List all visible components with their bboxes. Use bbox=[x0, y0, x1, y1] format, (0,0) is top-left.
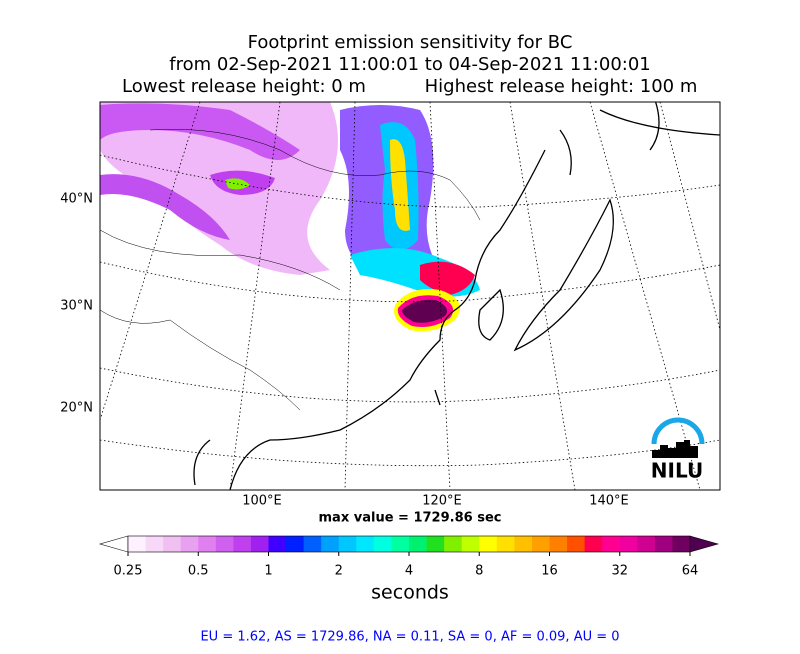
colorbar-swatch bbox=[145, 536, 164, 552]
colorbar-swatch bbox=[198, 536, 217, 552]
colorbar-tick-label: 1 bbox=[264, 564, 272, 579]
colorbar-tick-label: 0.5 bbox=[188, 564, 209, 579]
colorbar-tick-label: 2 bbox=[335, 564, 343, 579]
colorbar-under bbox=[98, 535, 129, 553]
colorbar-tick-label: 16 bbox=[541, 564, 558, 579]
colorbar-swatch bbox=[409, 536, 428, 552]
title: from 02-Sep-2021 11:00:01 to 04-Sep-2021… bbox=[169, 54, 651, 75]
colorbar-swatch bbox=[514, 536, 533, 552]
colorbar-swatch bbox=[303, 536, 322, 552]
colorbar-swatch bbox=[250, 536, 269, 552]
colorbar-swatch bbox=[338, 536, 357, 552]
colorbar-swatch bbox=[163, 536, 182, 552]
colorbar-swatch bbox=[391, 536, 410, 552]
colorbar-swatch bbox=[426, 536, 445, 552]
colorbar-over bbox=[689, 535, 720, 553]
lon-label: 140°E bbox=[589, 494, 629, 509]
colorbar-tick-label: 0.25 bbox=[114, 564, 143, 579]
map-frame bbox=[99, 101, 721, 491]
colorbar-swatch bbox=[268, 536, 287, 552]
colorbar-swatch bbox=[619, 536, 638, 552]
colorbar-swatch bbox=[233, 536, 252, 552]
colorbar-tick-label: 32 bbox=[611, 564, 628, 579]
map bbox=[100, 102, 720, 490]
colorbar-swatch bbox=[531, 536, 550, 552]
colorbar-swatch bbox=[215, 536, 234, 552]
colorbar-swatch bbox=[496, 536, 515, 552]
colorbar-swatch bbox=[128, 536, 147, 552]
max-value: max value = 1729.86 sec bbox=[319, 511, 502, 526]
colorbar-swatch bbox=[584, 536, 603, 552]
colorbar-label: seconds bbox=[371, 582, 449, 604]
lon-label: 100°E bbox=[242, 494, 282, 509]
logo: NILU bbox=[651, 417, 705, 483]
footer: EU = 1.62, AS = 1729.86, NA = 0.11, SA =… bbox=[200, 630, 619, 645]
colorbar: 0.25 0.5 1 2 4 8 16 32 64 bbox=[98, 535, 720, 579]
colorbar-swatch bbox=[180, 536, 199, 552]
colorbar-swatch bbox=[356, 536, 375, 552]
colorbar-swatch bbox=[286, 536, 305, 552]
logo-text: NILU bbox=[651, 459, 703, 483]
lon-label: 120°E bbox=[422, 494, 462, 509]
colorbar-swatch bbox=[637, 536, 656, 552]
colorbar-tick-label: 4 bbox=[405, 564, 413, 579]
colorbar-swatch bbox=[479, 536, 498, 552]
colorbar-swatch bbox=[654, 536, 673, 552]
colorbar-tick-label: 8 bbox=[475, 564, 483, 579]
lat-label: 30°N bbox=[60, 299, 93, 314]
colorbar-swatch bbox=[567, 536, 586, 552]
colorbar-tick-label: 64 bbox=[682, 564, 699, 579]
lat-label: 40°N bbox=[60, 192, 93, 207]
title: Highest release height: 100 m bbox=[425, 76, 698, 97]
colorbar-swatch bbox=[321, 536, 340, 552]
lat-label: 20°N bbox=[60, 401, 93, 416]
title: Footprint emission sensitivity for BC bbox=[248, 32, 573, 53]
colorbar-swatch bbox=[602, 536, 621, 552]
colorbar-swatch bbox=[672, 536, 691, 552]
colorbar-swatch bbox=[373, 536, 392, 552]
colorbar-swatch bbox=[549, 536, 568, 552]
colorbar-swatch bbox=[444, 536, 463, 552]
colorbar-swatch bbox=[461, 536, 480, 552]
title: Lowest release height: 0 m bbox=[122, 76, 366, 97]
